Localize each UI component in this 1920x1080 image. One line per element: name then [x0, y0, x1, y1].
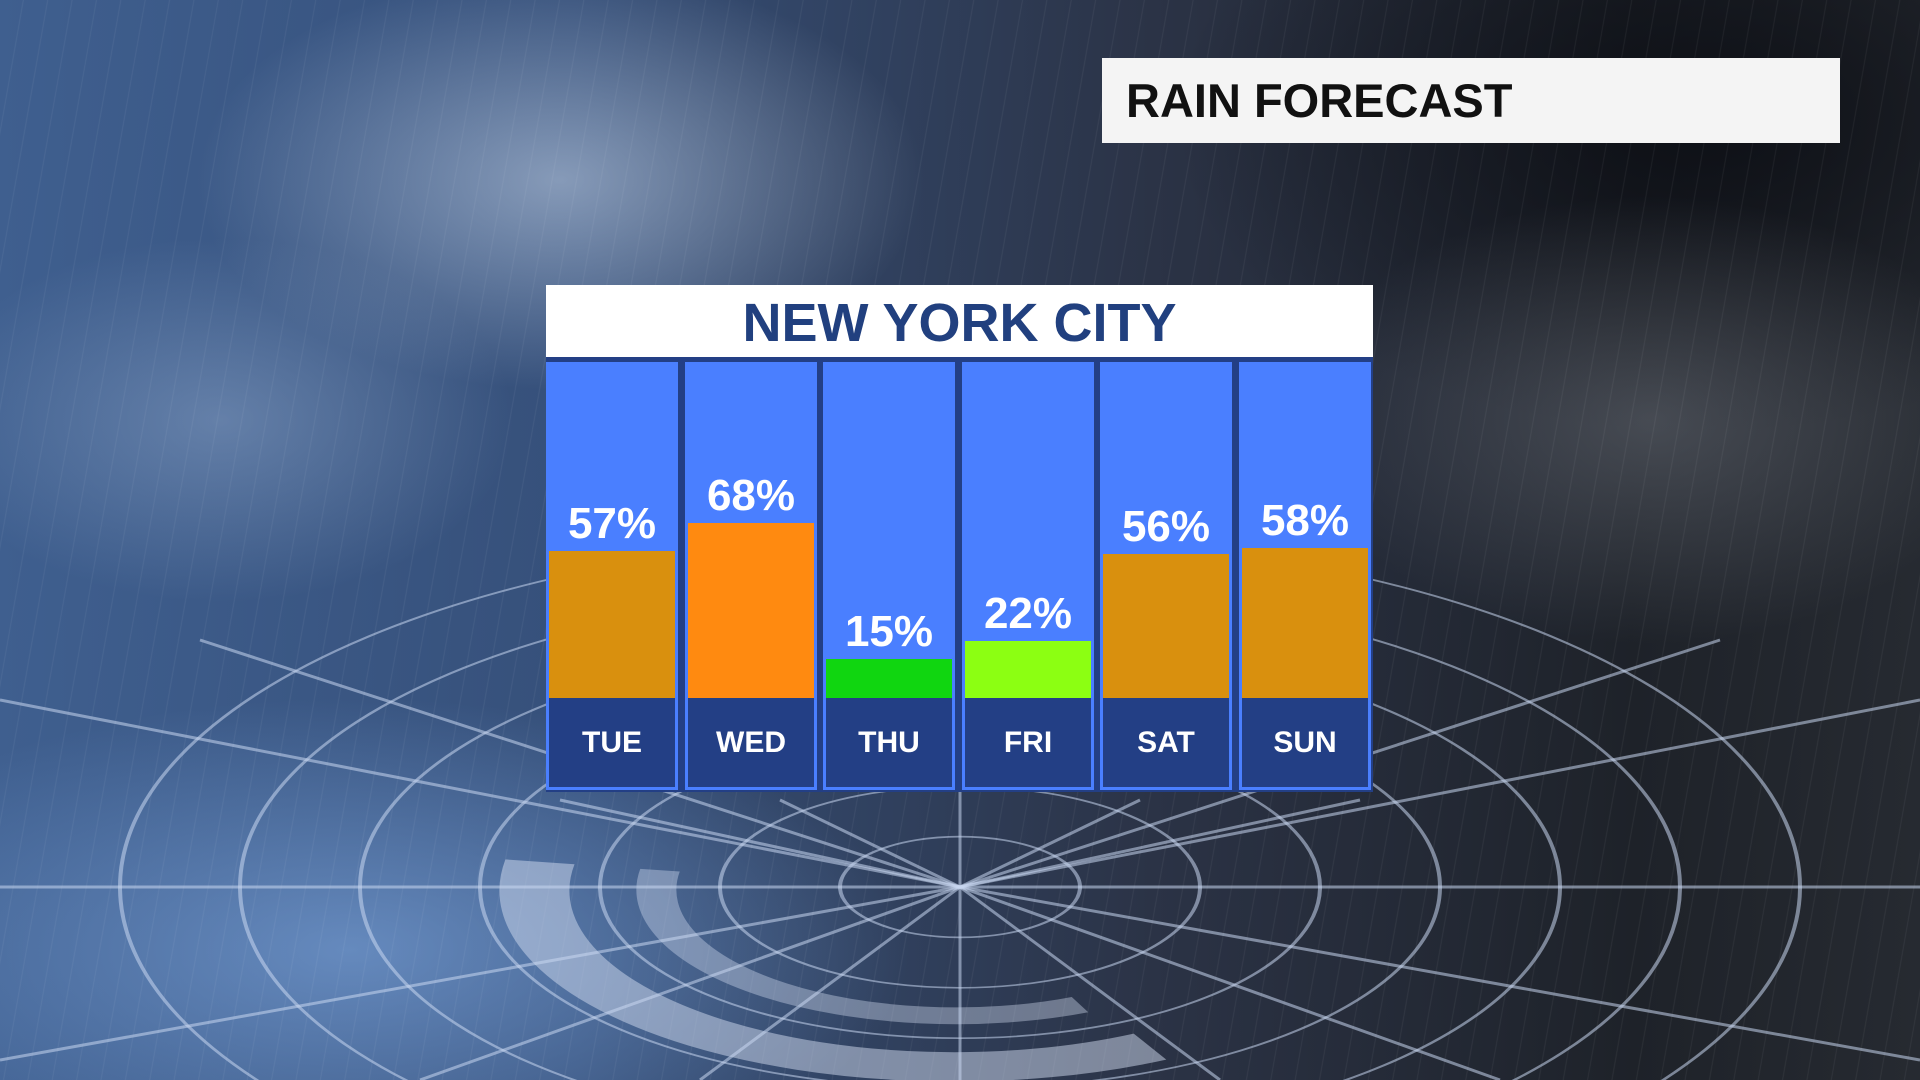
day-column-wed: 68% WED [685, 362, 817, 790]
rain-percent-label: 56% [1121, 502, 1211, 551]
rain-bar [549, 551, 675, 698]
rain-percent-label: 68% [706, 471, 796, 520]
day-column-tue: 57% TUE [546, 362, 678, 790]
day-column-sun: 58% SUN [1239, 362, 1371, 790]
day-label: TUE [549, 698, 675, 787]
rain-bar [688, 523, 814, 698]
rain-forecast-title-box: RAIN FORECAST [1102, 58, 1840, 143]
rain-percent-label: 58% [1260, 496, 1350, 545]
rain-bar [1103, 554, 1229, 698]
day-label: WED [688, 698, 814, 787]
rain-bar [1242, 548, 1368, 698]
panel-header: NEW YORK CITY [546, 285, 1373, 357]
day-label: THU [826, 698, 952, 787]
day-column-sat: 56% SAT [1100, 362, 1232, 790]
day-column-fri: 22% FRI [962, 362, 1094, 790]
day-label: FRI [965, 698, 1091, 787]
day-label: SUN [1242, 698, 1368, 787]
day-label: SAT [1103, 698, 1229, 787]
location-title: NEW YORK CITY [742, 293, 1177, 353]
rain-percent-label: 15% [844, 607, 934, 656]
rain-bar [826, 659, 952, 698]
forecast-panel: NEW YORK CITY 57% TUE 68% WED 15% THU 22… [546, 285, 1373, 792]
rain-percent-label: 57% [567, 499, 657, 548]
day-column-thu: 15% THU [823, 362, 955, 790]
rain-forecast-title: RAIN FORECAST [1126, 74, 1513, 127]
rain-percent-label: 22% [983, 589, 1073, 638]
rain-bar [965, 641, 1091, 698]
